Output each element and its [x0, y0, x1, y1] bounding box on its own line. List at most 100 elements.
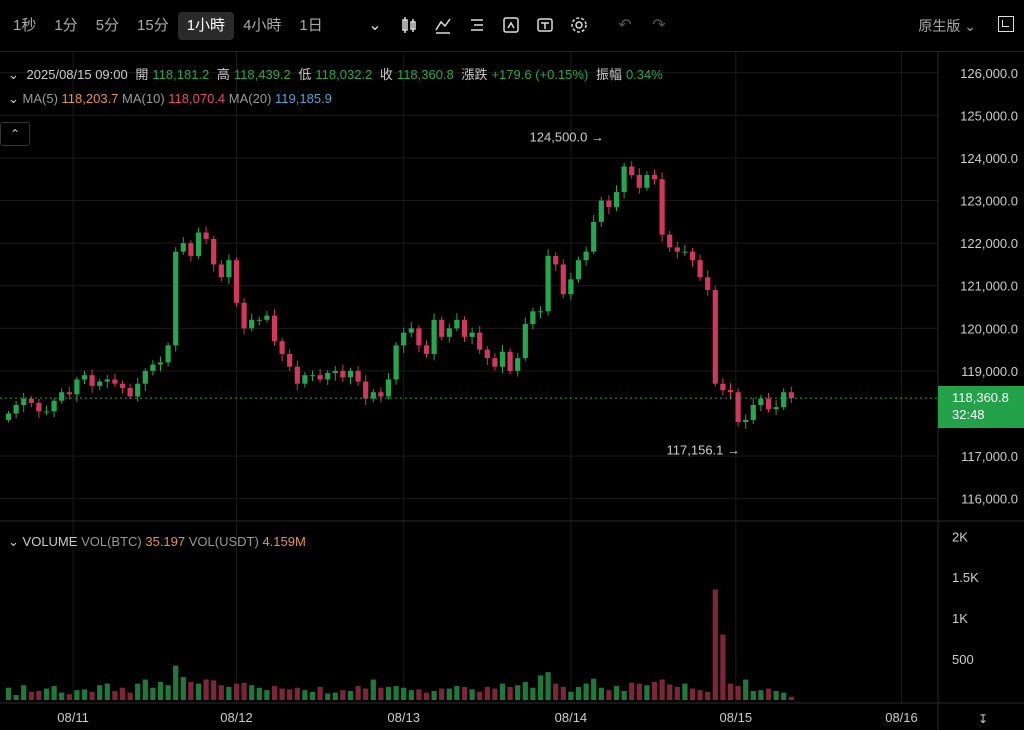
price-tick-label: 126,000.0 — [960, 66, 1018, 81]
vol-btc-value: 35.197 — [145, 534, 186, 549]
template-icon[interactable] — [534, 14, 556, 36]
candle-body — [355, 370, 361, 382]
volume-bar — [446, 688, 452, 700]
volume-bar — [575, 686, 582, 700]
volume-bar — [127, 692, 133, 700]
candle-body — [492, 358, 498, 367]
candle-body — [370, 392, 376, 399]
candle-type-icon[interactable] — [398, 14, 420, 36]
axis-reset-icon[interactable]: ↧ — [978, 712, 989, 726]
candle-body — [195, 232, 202, 256]
volume-bar — [302, 690, 308, 700]
chevron-down-icon[interactable]: ⌄ — [8, 534, 19, 549]
candle-body — [203, 232, 209, 239]
price-tick-label: 125,000.0 — [960, 108, 1018, 123]
candle-body — [226, 260, 232, 278]
tab-1d[interactable]: 1日 — [299, 17, 323, 34]
undo-icon[interactable]: ↶ — [618, 17, 632, 34]
chevron-down-icon[interactable]: ⌄ — [8, 67, 19, 82]
mode-selector[interactable]: 原生版 ⌄ — [918, 16, 976, 36]
candle-body — [363, 381, 369, 399]
volume-bar — [515, 685, 521, 700]
candle-body — [507, 351, 513, 371]
tab-4h[interactable]: 4小時 — [243, 17, 282, 34]
volume-bar — [5, 687, 12, 700]
redo-icon[interactable]: ↷ — [652, 17, 666, 34]
candle-body — [750, 405, 756, 420]
volume-bar — [180, 677, 186, 700]
tab-5m[interactable]: 5分 — [95, 17, 120, 34]
candle-body — [28, 398, 34, 403]
tab-15m[interactable]: 15分 — [137, 17, 169, 34]
candle-countdown: 32:48 — [952, 407, 985, 422]
volume-bar — [104, 683, 110, 700]
candle-body — [150, 364, 156, 371]
volume-bar — [81, 689, 88, 700]
candle-date: 2025/08/15 09:00 — [26, 67, 128, 82]
candle-body — [256, 319, 262, 321]
volume-bar — [89, 691, 95, 700]
candle-body — [682, 251, 688, 253]
volume-tick-label: 500 — [952, 652, 974, 667]
candle-body — [211, 238, 217, 265]
price-tick-label: 120,000.0 — [960, 321, 1018, 336]
volume-bar — [294, 687, 300, 700]
volume-bar — [393, 686, 399, 700]
draw-tool-icon[interactable] — [500, 14, 522, 36]
candle-body — [606, 200, 612, 207]
candle-body — [59, 392, 65, 401]
price-tick-label: 123,000.0 — [960, 194, 1018, 209]
candle-body — [173, 251, 179, 346]
candle-body — [758, 398, 764, 405]
close-value: 118,360.8 — [396, 67, 454, 82]
candle-body — [188, 243, 194, 256]
volume-bar — [507, 686, 513, 700]
candle-body — [97, 381, 103, 386]
ohlc-info: ⌄ 2025/08/15 09:00 開 118,181.2 高 118,439.2… — [8, 64, 667, 83]
candle-body — [530, 311, 536, 325]
volume-bar — [43, 688, 50, 700]
volume-bar — [735, 686, 741, 700]
candle-body — [727, 390, 734, 393]
volume-bar — [674, 686, 680, 700]
volume-bar — [51, 686, 57, 700]
chevron-down-icon[interactable]: ⌄ — [368, 17, 382, 34]
candle-body — [218, 264, 224, 278]
volume-legend: ⌄ VOLUME VOL(BTC) 35.197 VOL(USDT) 4.159… — [8, 534, 306, 550]
tab-1m[interactable]: 1分 — [54, 17, 78, 34]
price-tick-label: 117,000.0 — [961, 449, 1018, 464]
volume-bar — [765, 688, 772, 700]
volume-bar — [203, 679, 209, 700]
list-settings-icon[interactable] — [466, 14, 488, 36]
volume-bar — [416, 689, 422, 700]
tab-1h[interactable]: 1小時 — [177, 12, 235, 40]
volume-bar — [743, 679, 749, 700]
volume-bar — [363, 688, 369, 700]
volume-bar — [651, 681, 658, 700]
candle-body — [408, 328, 414, 333]
fullscreen-icon[interactable] — [998, 16, 1014, 32]
vol-usdt-label: VOL(USDT) — [188, 534, 259, 549]
candle-body — [21, 398, 27, 405]
candle-body — [659, 179, 665, 235]
volume-bar — [226, 686, 232, 700]
volume-bar — [74, 690, 80, 700]
volume-bar — [355, 686, 361, 700]
volume-bar — [59, 692, 65, 700]
volume-bar — [249, 685, 255, 700]
volume-title: VOLUME — [22, 534, 78, 549]
candle-body — [317, 375, 323, 380]
candle-body — [629, 166, 635, 175]
candle-body — [142, 370, 148, 384]
volume-bar — [347, 690, 354, 700]
candle-body — [765, 398, 772, 410]
indicator-icon[interactable] — [432, 14, 454, 36]
candle-body — [165, 345, 171, 363]
gear-icon[interactable] — [568, 14, 590, 36]
ma20-label: MA(20) — [228, 91, 272, 106]
chevron-down-icon[interactable]: ⌄ — [8, 91, 19, 106]
candle-body — [499, 351, 506, 367]
collapse-indicators-button[interactable]: ⌃ — [0, 122, 30, 146]
tab-1s[interactable]: 1秒 — [13, 17, 37, 34]
